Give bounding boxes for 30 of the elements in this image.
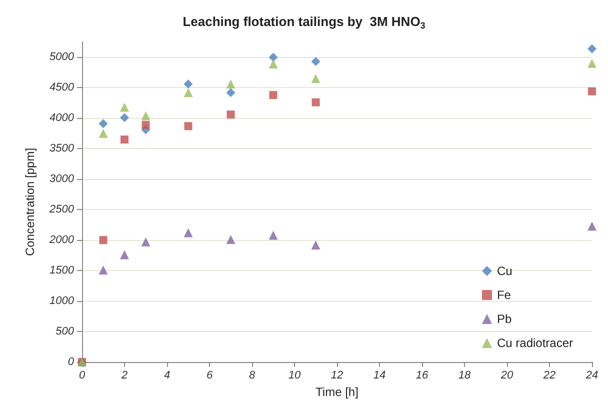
x-tick-label: 14 [373, 370, 386, 382]
y-tick-label: 1500 [50, 264, 75, 277]
legend-label: Pb [496, 312, 512, 326]
x-tick-label: 10 [288, 370, 302, 382]
x-tick-label: 8 [248, 370, 256, 382]
y-tick-label: 1000 [50, 295, 75, 308]
legend-label: Cu radiotracer [496, 336, 574, 350]
x-tick-label: 6 [206, 370, 214, 382]
x-tick-label: 0 [78, 370, 86, 382]
y-tick-label: 4000 [50, 112, 75, 124]
y-tick-label: 2000 [48, 234, 75, 246]
x-tick-label: 16 [416, 370, 429, 382]
x-axis-title: Time [h] [316, 385, 358, 399]
y-tick-label: 5000 [50, 51, 75, 64]
y-tick-label: 500 [56, 326, 75, 338]
legend-label: Cu [496, 264, 512, 278]
y-tick-label: 2500 [48, 204, 75, 216]
x-tick-label: 20 [500, 370, 514, 382]
x-tick-label: 18 [458, 370, 472, 382]
y-tick-label: 0 [68, 356, 75, 368]
legend-label: Fe [496, 288, 512, 302]
x-tick-label: 2 [120, 370, 128, 382]
y-axis-title: Concentration [ppm] [23, 148, 37, 256]
x-tick-label: 24 [584, 370, 598, 382]
y-tick-label: 3000 [50, 173, 75, 186]
x-tick-label: 4 [164, 370, 170, 382]
x-tick-label: 12 [330, 370, 344, 382]
x-tick-label: 22 [542, 370, 556, 382]
y-tick-label: 3500 [50, 142, 75, 155]
y-tick-label: 4500 [50, 82, 75, 94]
